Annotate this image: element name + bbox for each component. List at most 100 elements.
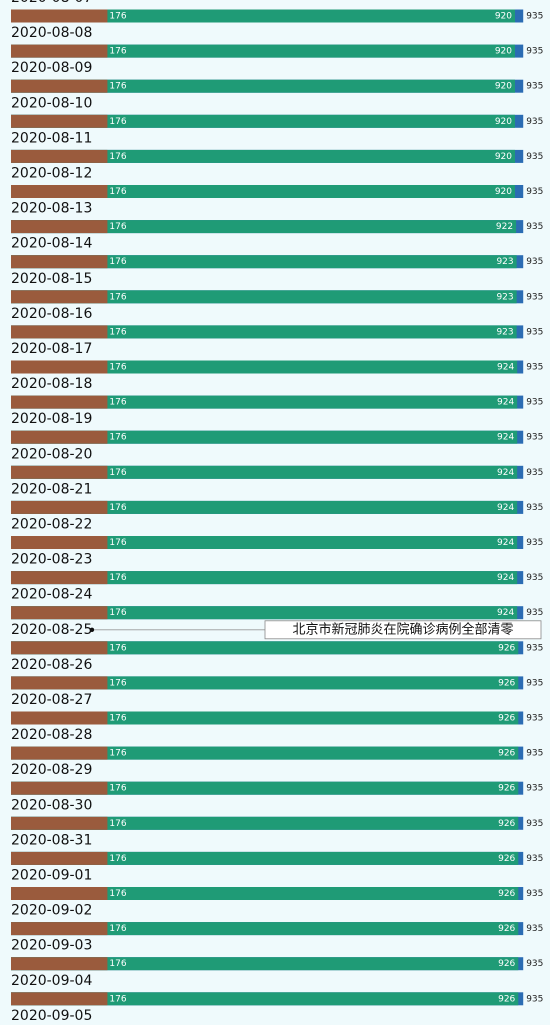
value-label: 935 [526, 749, 543, 759]
bar [11, 781, 519, 795]
bar [11, 360, 108, 374]
date-label: 2020-08-26 [11, 657, 92, 673]
value-label: 935 [526, 784, 543, 794]
bar [11, 185, 108, 198]
bar [11, 185, 515, 198]
value-label: 176 [109, 117, 126, 127]
annotation-box [264, 620, 542, 640]
value-label: 935 [526, 643, 543, 653]
value-label: 176 [109, 363, 126, 373]
value-label: 935 [526, 363, 543, 373]
value-label: 176 [109, 994, 126, 1004]
date-label: 2020-08-28 [11, 727, 92, 743]
value-label: 176 [109, 749, 126, 759]
value-label: 920 [495, 117, 512, 127]
bar [11, 887, 519, 900]
value-label: 923 [496, 292, 513, 302]
value-label: 935 [526, 573, 543, 583]
value-label: 920 [495, 82, 512, 92]
date-label: 2020-08-10 [11, 95, 92, 111]
value-label: 176 [109, 187, 126, 197]
value-label: 176 [109, 784, 126, 794]
bar [11, 851, 108, 865]
value-label: 935 [526, 959, 543, 969]
value-label: 935 [526, 327, 543, 337]
bar [11, 887, 108, 900]
value-label: 176 [109, 819, 126, 829]
bar [11, 500, 108, 514]
date-label: 2020-08-16 [11, 306, 92, 322]
bar [11, 395, 108, 409]
value-label: 920 [495, 12, 512, 22]
bar [11, 430, 518, 444]
date-label: 2020-09-01 [11, 868, 92, 884]
value-label: 926 [498, 714, 515, 724]
date-label: 2020-08-22 [11, 517, 92, 533]
value-label: 924 [497, 468, 514, 478]
value-label: 935 [526, 468, 543, 478]
value-label: 935 [526, 257, 543, 267]
date-label: 2020-08-14 [11, 236, 92, 252]
value-label: 176 [109, 573, 126, 583]
value-label: 923 [496, 257, 513, 267]
value-label: 176 [109, 959, 126, 969]
value-label: 176 [109, 678, 126, 688]
value-label: 935 [526, 433, 543, 443]
date-label: 2020-08-08 [11, 25, 92, 41]
value-label: 176 [109, 608, 126, 618]
date-label: 2020-08-24 [11, 587, 92, 603]
date-label: 2020-08-21 [11, 481, 92, 497]
value-label: 935 [526, 608, 543, 618]
bar [11, 360, 518, 374]
value-label: 176 [109, 538, 126, 548]
bar [11, 851, 519, 865]
date-label: 2020-08-11 [11, 130, 92, 146]
value-label: 924 [497, 503, 514, 513]
value-label: 926 [498, 678, 515, 688]
bar [11, 465, 108, 479]
annotation-dot [89, 627, 95, 632]
value-label: 924 [497, 608, 514, 618]
bar [11, 536, 108, 549]
bar [11, 606, 108, 620]
date-label: 2020-08-15 [11, 271, 92, 287]
value-label: 926 [498, 889, 515, 899]
date-label: 2020-08-31 [11, 832, 92, 848]
bar [11, 114, 108, 128]
value-label: 922 [496, 222, 513, 232]
value-label: 926 [498, 994, 515, 1004]
value-label: 935 [526, 152, 543, 162]
value-label: 935 [526, 503, 543, 513]
value-label: 935 [526, 854, 543, 864]
value-label: 176 [109, 889, 126, 899]
value-label: 935 [526, 47, 543, 57]
bar [11, 149, 108, 163]
value-label: 924 [497, 398, 514, 408]
bar [11, 9, 515, 23]
bar [11, 79, 515, 93]
value-label: 920 [495, 187, 512, 197]
bar [11, 536, 518, 549]
value-label: 935 [526, 187, 543, 197]
bar [11, 255, 517, 269]
value-label: 176 [109, 12, 126, 22]
bar [11, 571, 518, 585]
value-label: 176 [109, 292, 126, 302]
bar [11, 571, 108, 585]
bar [11, 220, 108, 234]
value-label: 923 [496, 327, 513, 337]
date-label: 2020-08-13 [11, 201, 92, 217]
value-label: 935 [526, 714, 543, 724]
date-label: 2020-08-30 [11, 797, 92, 813]
bar [11, 79, 108, 93]
value-label: 920 [495, 152, 512, 162]
value-label: 935 [526, 12, 543, 22]
value-label: 924 [497, 433, 514, 443]
bar [11, 992, 519, 1006]
date-label: 2020-08-29 [11, 762, 92, 778]
bar [11, 676, 108, 690]
bar [11, 430, 108, 444]
value-label: 926 [498, 924, 515, 934]
bar [11, 641, 108, 655]
date-label: 2020-08-17 [11, 341, 92, 357]
